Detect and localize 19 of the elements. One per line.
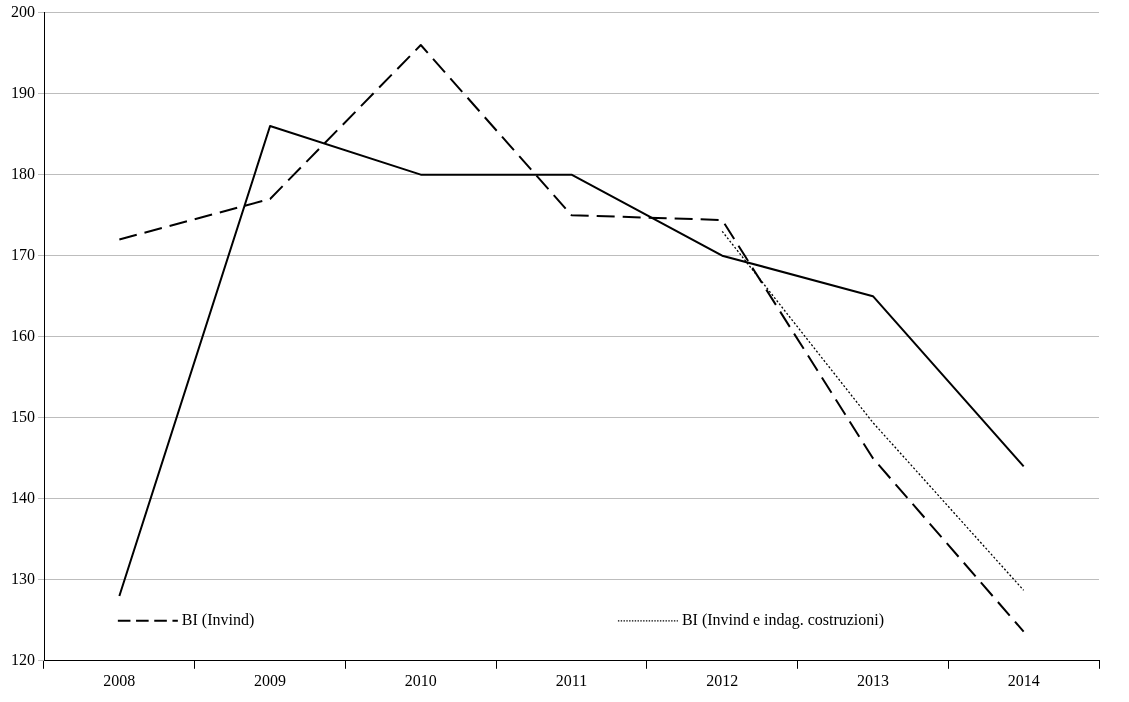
y-tick-label: 150 <box>11 407 35 425</box>
x-tick-label: 2008 <box>103 671 136 689</box>
y-tick-label: 160 <box>11 326 35 344</box>
y-tick-label: 180 <box>11 164 35 182</box>
x-tick-label: 2010 <box>404 671 437 689</box>
legend-label: BI (Invind) <box>181 611 255 629</box>
x-tick-label: 2013 <box>856 671 889 689</box>
y-tick-label: 120 <box>11 651 35 668</box>
y-tick-label: 200 <box>11 2 35 20</box>
line-series <box>118 44 1025 633</box>
y-tick-label: 170 <box>11 245 35 263</box>
y-tick-label: 130 <box>11 569 35 587</box>
legend-label: BI (Invind e indag. costruzioni) <box>681 611 885 629</box>
x-tick-label: 2014 <box>1007 671 1040 689</box>
x-tick-label: 2011 <box>555 671 588 689</box>
y-tick-label: 190 <box>11 83 35 101</box>
x-tick-label: 2009 <box>254 671 287 689</box>
x-tick-label: 2012 <box>706 671 739 689</box>
y-tick-label: 140 <box>11 488 35 506</box>
